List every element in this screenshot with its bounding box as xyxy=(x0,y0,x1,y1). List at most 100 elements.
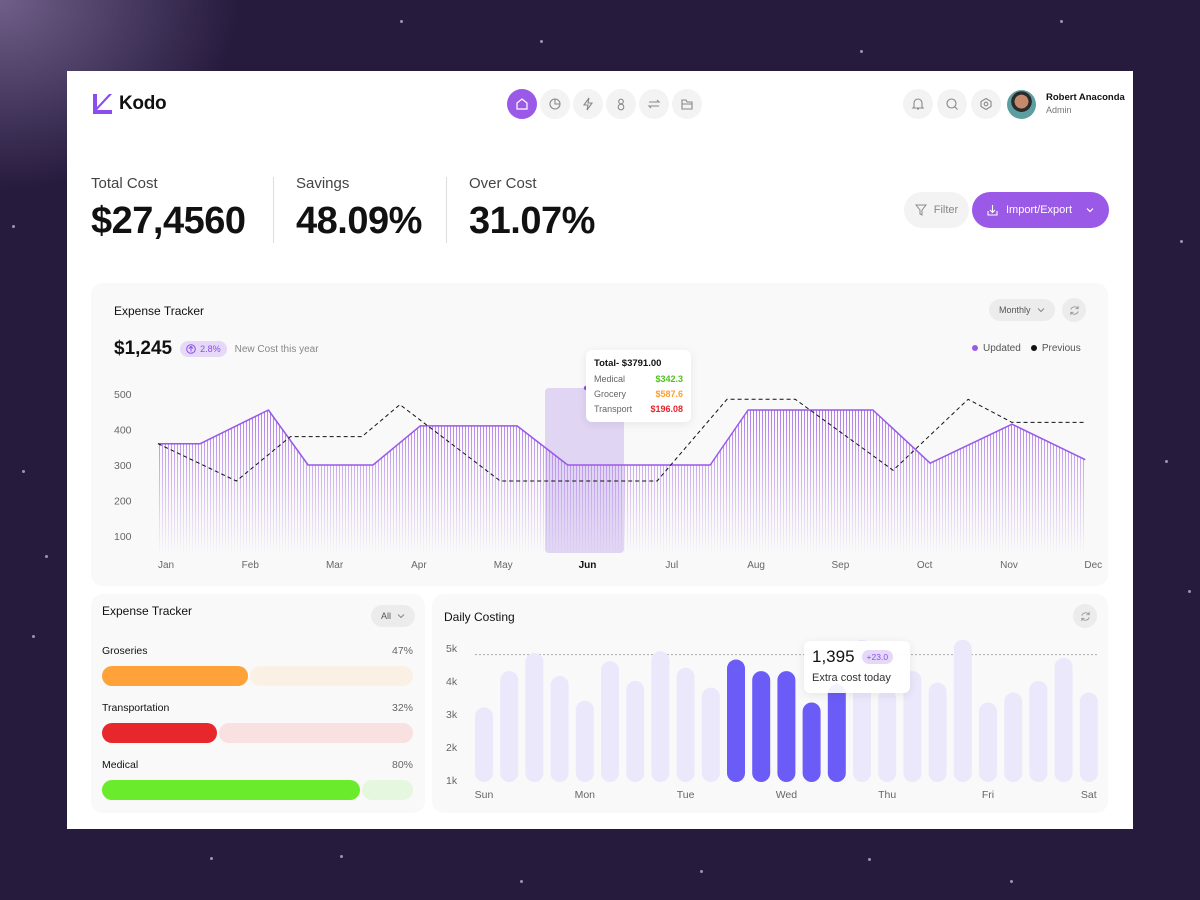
stat-over-cost: Over Cost 31.07% xyxy=(469,175,595,243)
legend-label: Updated xyxy=(983,343,1021,354)
x-tick-label: Tue xyxy=(677,789,695,801)
nav-activity[interactable] xyxy=(573,89,603,119)
star xyxy=(45,555,48,558)
header-right: Robert Anaconda Admin xyxy=(903,89,1125,119)
period-select[interactable]: Monthly xyxy=(989,299,1055,321)
daily-bar[interactable] xyxy=(727,659,745,782)
user-info[interactable]: Robert Anaconda Admin xyxy=(1046,92,1125,116)
daily-bar[interactable] xyxy=(500,671,519,782)
logo[interactable]: Kodo xyxy=(91,93,167,115)
daily-bar[interactable] xyxy=(777,671,796,782)
daily-bar[interactable] xyxy=(525,652,544,782)
y-tick-label: 2k xyxy=(446,742,458,754)
folder-icon xyxy=(681,99,693,110)
refresh-button[interactable] xyxy=(1073,604,1097,628)
daily-bar[interactable] xyxy=(979,702,997,782)
y-tick-label: 1k xyxy=(446,775,458,787)
daily-bar[interactable] xyxy=(1054,657,1073,782)
refresh-button[interactable] xyxy=(1062,298,1086,322)
x-tick-label: Mon xyxy=(575,789,596,801)
stat-value: 31.07% xyxy=(469,200,595,242)
progress-track xyxy=(362,780,413,800)
x-tick-label: Oct xyxy=(917,560,933,571)
star xyxy=(340,855,343,858)
progress-fill xyxy=(102,780,360,800)
stat-label: Savings xyxy=(296,175,350,192)
daily-bar[interactable] xyxy=(953,639,972,782)
refresh-icon xyxy=(1069,305,1079,315)
breakdown-percent: 32% xyxy=(391,702,413,714)
change-badge: 2.8% xyxy=(180,341,227,357)
daily-bar[interactable] xyxy=(827,684,846,782)
x-tick-label: Nov xyxy=(1000,560,1018,571)
y-tick-label: 100 xyxy=(114,531,132,543)
nav-files[interactable] xyxy=(672,89,702,119)
daily-bar-chart: 1k 2k 3k 4k 5k Sun Mon Tue Wed Thu Fri Sat xyxy=(446,639,1098,801)
daily-bar[interactable] xyxy=(802,702,821,782)
tooltip-label: Extra cost today xyxy=(812,672,891,684)
daily-bar[interactable] xyxy=(601,661,619,782)
notifications-button[interactable] xyxy=(903,89,933,119)
daily-bar[interactable] xyxy=(928,682,947,782)
daily-bar[interactable] xyxy=(1029,681,1048,782)
home-icon xyxy=(516,98,528,110)
daily-bar[interactable] xyxy=(651,651,670,782)
nav-analytics[interactable] xyxy=(540,89,570,119)
user-role: Admin xyxy=(1046,105,1072,115)
daily-bar[interactable] xyxy=(676,667,695,782)
expense-breakdown-card: Expense Tracker All Groseries 47% Transp… xyxy=(91,594,425,813)
legend-label: Previous xyxy=(1041,343,1081,354)
daily-bar[interactable] xyxy=(752,671,771,782)
nav-transfers[interactable] xyxy=(639,89,669,119)
breakdown-label: Transportation xyxy=(102,702,170,714)
star xyxy=(520,880,523,883)
settings-button[interactable] xyxy=(971,89,1001,119)
avatar[interactable] xyxy=(1007,89,1036,119)
y-tick-label: 3k xyxy=(446,709,458,721)
y-tick-label: 5k xyxy=(446,643,458,655)
star xyxy=(22,470,25,473)
kodo-logo-icon xyxy=(93,94,112,114)
tooltip-row: Medical $342.3 xyxy=(594,374,683,384)
daily-bar[interactable] xyxy=(550,676,569,782)
import-export-label: Import/Export xyxy=(1005,204,1073,216)
star xyxy=(1060,20,1063,23)
daily-bar[interactable] xyxy=(878,689,897,782)
tooltip-row: Grocery $587.6 xyxy=(594,389,683,399)
card-title: Expense Tracker xyxy=(102,604,193,618)
chevron-down-icon xyxy=(1086,208,1094,213)
filter-label: Filter xyxy=(933,204,959,216)
import-export-button[interactable]: Import/Export xyxy=(972,192,1109,228)
tooltip-row-value: $342.3 xyxy=(655,374,683,384)
expense-amount: $1,245 xyxy=(114,338,173,359)
daily-bar[interactable] xyxy=(903,671,922,782)
search-button[interactable] xyxy=(937,89,967,119)
x-tick-label: Wed xyxy=(776,789,798,801)
daily-bar[interactable] xyxy=(701,687,720,782)
card-title: Daily Costing xyxy=(444,610,515,624)
daily-bar[interactable] xyxy=(626,681,645,782)
nav-home[interactable] xyxy=(507,89,537,119)
x-tick-label: Fri xyxy=(982,789,994,801)
filter-button[interactable]: Filter xyxy=(904,192,969,228)
stat-label: Over Cost xyxy=(469,175,537,192)
star xyxy=(210,857,213,860)
x-tick-label: Feb xyxy=(242,560,260,571)
tooltip-row-label: Transport xyxy=(594,404,633,414)
tooltip-row-label: Medical xyxy=(594,374,626,384)
filter-value: All xyxy=(381,611,392,621)
daily-bar[interactable] xyxy=(575,700,594,782)
tooltip-value: 1,395 xyxy=(812,647,855,666)
star xyxy=(1010,880,1013,883)
star xyxy=(12,225,15,228)
daily-bar[interactable] xyxy=(1004,692,1023,782)
nav-users[interactable] xyxy=(606,89,636,119)
daily-bar[interactable] xyxy=(1079,692,1098,782)
star xyxy=(32,635,35,638)
stat-label: Total Cost xyxy=(91,175,158,192)
y-tick-label: 300 xyxy=(114,460,132,472)
category-filter-select[interactable]: All xyxy=(371,605,416,627)
daily-bar[interactable] xyxy=(475,707,493,782)
stat-total-cost: Total Cost $27,4560 xyxy=(91,175,246,243)
x-tick-label: Sun xyxy=(475,789,494,801)
